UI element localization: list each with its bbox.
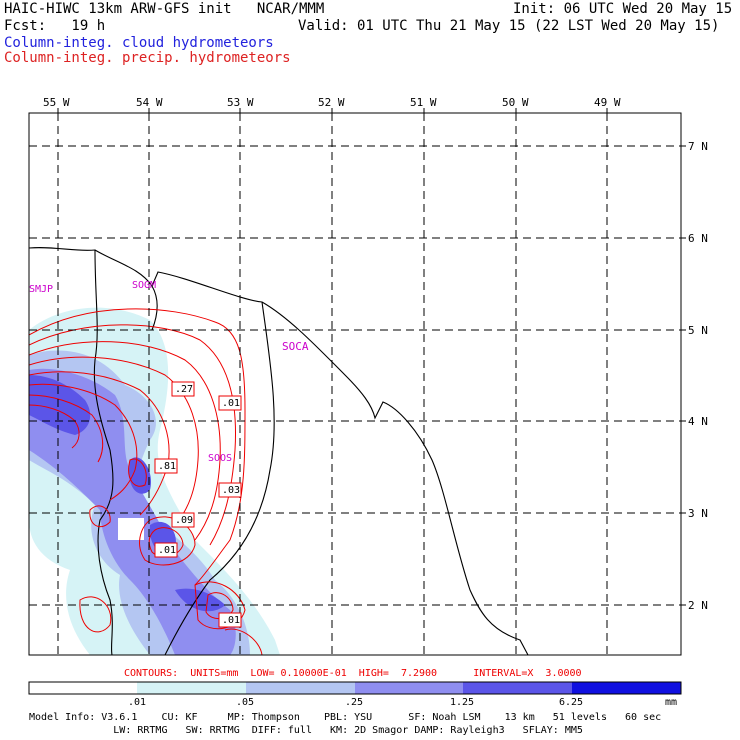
lon-label: 50 W [502,96,529,109]
contour-label: .01 [158,545,177,556]
lon-label: 53 W [227,96,254,109]
lon-label: 52 W [318,96,345,109]
contour-label: .01 [222,398,241,409]
station-label: SOGM [132,280,157,291]
cloud-shading [29,307,280,655]
station-label: SOOS [208,453,233,464]
init-time: Init: 06 UTC Wed 20 May 15 [513,1,733,17]
lat-label: 7 N [688,140,708,153]
lat-label: 3 N [688,507,708,520]
forecast-hour: Fcst: 19 h [4,18,106,34]
graticule [29,113,681,655]
contour-label: .01 [222,615,241,626]
lat-label: 2 N [688,599,708,612]
colorbar-tick: .01 [128,697,147,708]
colorbar-tick: .05 [236,697,255,708]
contour-label: .03 [222,485,241,496]
colorbar-tick: 6.25 [559,697,584,708]
contour-label-boxes [154,381,242,628]
colorbar-units: mm [665,697,678,708]
colorbar-tick: .25 [345,697,364,708]
precip-field-label: Column-integ. precip. hydrometeors [4,50,291,66]
contour-label: .09 [175,515,194,526]
coastline [29,247,529,655]
lon-label: 49 W [594,96,621,109]
contour-label: .81 [158,461,177,472]
lat-label: 5 N [688,324,708,337]
lat-label: 6 N [688,232,708,245]
model-info-line1: Model Info: V3.6.1 CU: KF MP: Thompson P… [29,712,662,723]
lon-label: 55 W [43,96,70,109]
model-title: HAIC-HIWC 13km ARW-GFS init NCAR/MMM [4,1,325,17]
station-label: SMJP [29,284,54,295]
valid-time: Valid: 01 UTC Thu 21 May 15 (22 LST Wed … [298,18,720,34]
map-frame [28,112,682,656]
contour-info: CONTOURS: UNITS=mm LOW= 0.10000E-01 HIGH… [124,668,582,679]
lon-label: 51 W [410,96,437,109]
station-label: SOCA [282,340,309,353]
cloud-field-label: Column-integ. cloud hydrometeors [4,35,274,51]
precip-contours [29,308,263,655]
model-info-line2: LW: RRTMG SW: RRTMG DIFF: full KM: 2D Sm… [29,725,583,736]
lon-label: 54 W [136,96,163,109]
lat-label: 4 N [688,415,708,428]
colorbar-tick: 1.25 [450,697,475,708]
contour-label: .27 [175,384,194,395]
